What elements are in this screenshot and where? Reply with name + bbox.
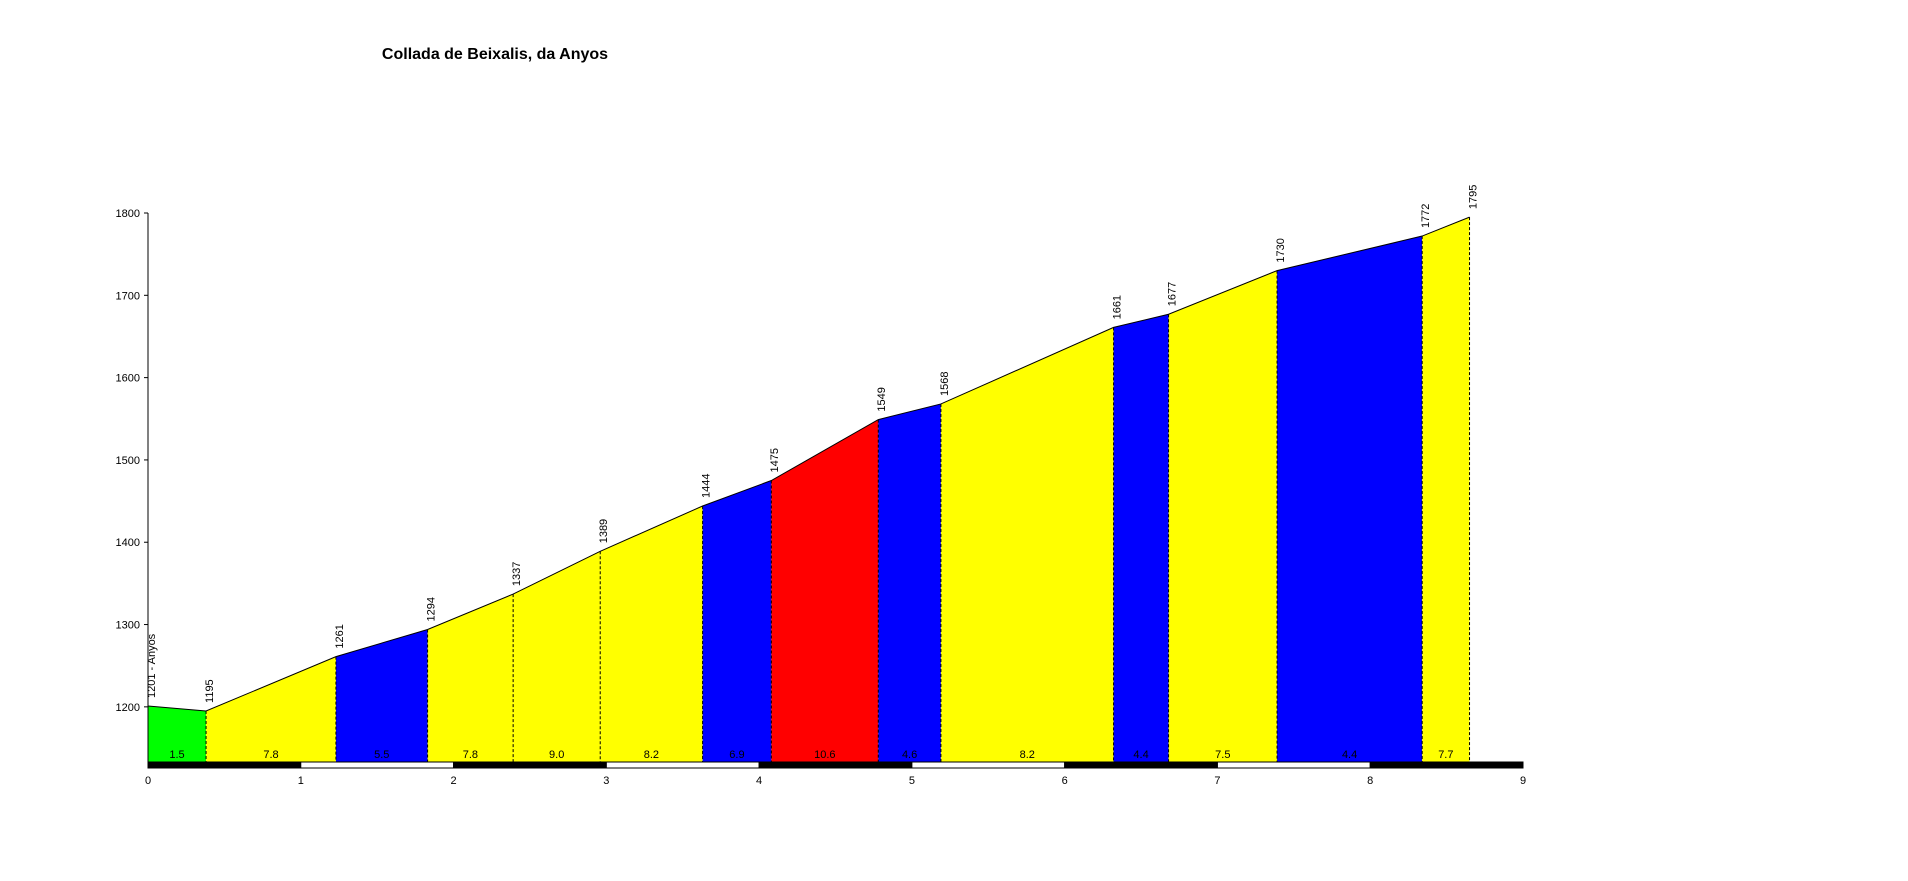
x-tick-label: 5 bbox=[909, 775, 915, 787]
segment bbox=[702, 480, 772, 762]
segment-label: 7.8 bbox=[263, 749, 278, 761]
km-strip bbox=[1216, 761, 1371, 769]
segment bbox=[878, 403, 941, 762]
segment bbox=[335, 629, 428, 762]
km-strip bbox=[911, 761, 1066, 769]
x-tick-label: 4 bbox=[756, 775, 762, 787]
x-tick-label: 9 bbox=[1520, 775, 1526, 787]
segment bbox=[1168, 270, 1278, 762]
segment-label: 6.9 bbox=[729, 749, 744, 761]
segment-label: 10.6 bbox=[814, 749, 835, 761]
segment-label: 7.5 bbox=[1215, 749, 1230, 761]
point-label: 1294 bbox=[425, 597, 437, 621]
x-tick-label: 2 bbox=[450, 775, 456, 787]
segment-label: 1.5 bbox=[169, 749, 184, 761]
point-label: 1444 bbox=[700, 474, 712, 498]
y-tick-label: 1300 bbox=[116, 620, 140, 632]
y-tick-label: 1200 bbox=[116, 702, 140, 714]
km-strip bbox=[605, 761, 760, 769]
segment-label: 8.2 bbox=[644, 749, 659, 761]
segment bbox=[771, 419, 879, 762]
x-tick-label: 7 bbox=[1214, 775, 1220, 787]
x-tick-label: 6 bbox=[1062, 775, 1068, 787]
km-strip bbox=[758, 761, 913, 769]
segment bbox=[148, 706, 207, 762]
point-label: 1772 bbox=[1420, 204, 1432, 228]
segment-label: 8.2 bbox=[1020, 749, 1035, 761]
segment bbox=[427, 594, 514, 762]
point-label: 1730 bbox=[1275, 238, 1287, 262]
point-label: 1568 bbox=[939, 371, 951, 395]
segment-label: 7.8 bbox=[463, 749, 478, 761]
segment-label: 5.5 bbox=[374, 749, 389, 761]
profile-line bbox=[147, 216, 1470, 712]
segment-label: 4.6 bbox=[902, 749, 917, 761]
y-tick-label: 1600 bbox=[116, 373, 140, 385]
point-label: 1475 bbox=[769, 448, 781, 472]
point-label: 1389 bbox=[598, 519, 610, 543]
segment bbox=[1422, 217, 1470, 762]
km-strip bbox=[300, 761, 455, 769]
point-label: 1677 bbox=[1166, 282, 1178, 306]
point-label: 1337 bbox=[511, 562, 523, 586]
point-label: 1261 bbox=[334, 624, 346, 648]
chart-title: Collada de Beixalis, da Anyos bbox=[382, 46, 608, 63]
km-strip bbox=[147, 761, 302, 769]
x-tick-label: 1 bbox=[298, 775, 304, 787]
km-strip bbox=[1369, 761, 1524, 769]
point-label: 1195 bbox=[204, 679, 216, 703]
point-label: 1795 bbox=[1467, 185, 1479, 209]
x-tick-label: 0 bbox=[145, 775, 151, 787]
segment-label: 4.4 bbox=[1133, 749, 1148, 761]
point-label: 1201 - Anyos bbox=[146, 633, 158, 698]
y-tick-label: 1500 bbox=[116, 455, 140, 467]
x-tick-label: 8 bbox=[1367, 775, 1373, 787]
segment bbox=[513, 551, 601, 762]
segment bbox=[600, 506, 703, 762]
y-tick-label: 1700 bbox=[116, 290, 140, 302]
segment-label: 7.7 bbox=[1438, 749, 1453, 761]
segment-label: 4.4 bbox=[1342, 749, 1357, 761]
y-tick-label: 1800 bbox=[116, 208, 140, 220]
point-label: 1549 bbox=[876, 387, 888, 411]
point-label: 1661 bbox=[1111, 295, 1123, 319]
segment bbox=[940, 327, 1114, 762]
segment bbox=[206, 656, 336, 762]
segment bbox=[1113, 314, 1169, 762]
x-tick-label: 3 bbox=[603, 775, 609, 787]
km-strip bbox=[453, 761, 607, 769]
segment-label: 9.0 bbox=[549, 749, 564, 761]
km-strip bbox=[1064, 761, 1218, 769]
y-tick-label: 1400 bbox=[116, 537, 140, 549]
segment bbox=[1277, 236, 1423, 762]
